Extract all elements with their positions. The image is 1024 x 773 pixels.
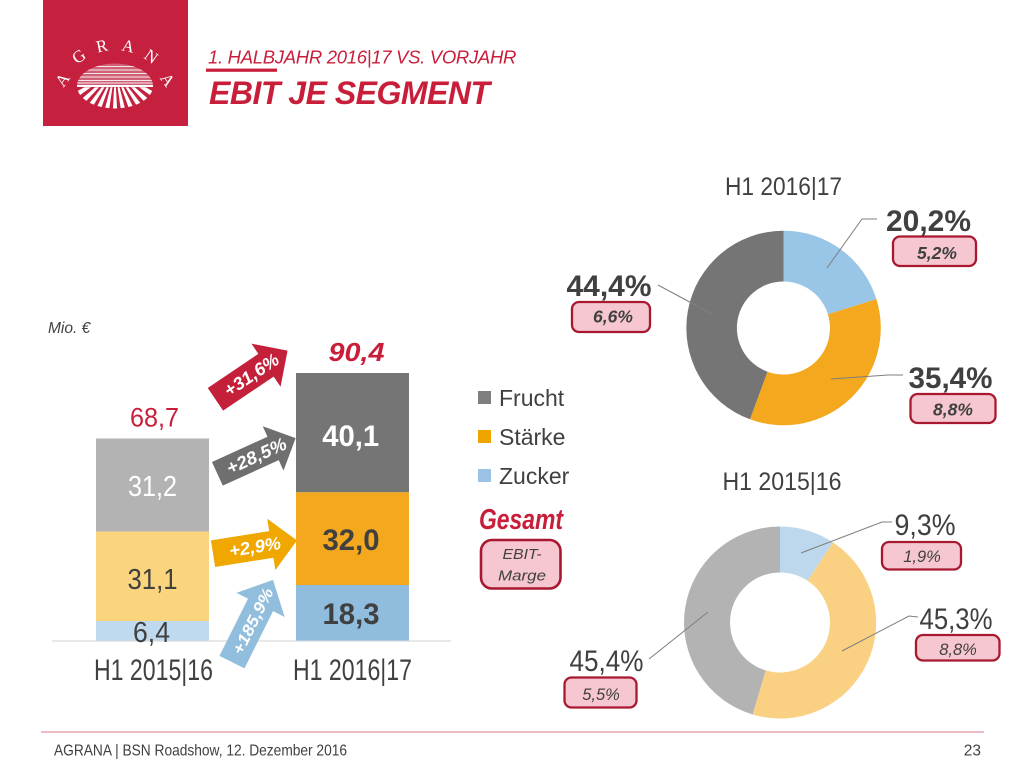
svg-text:9,3%: 9,3% — [895, 509, 956, 542]
svg-text:32,0: 32,0 — [323, 524, 380, 557]
svg-text:31,1: 31,1 — [128, 564, 178, 596]
svg-text:68,7: 68,7 — [130, 403, 179, 433]
svg-text:AGRANA | BSN Roadshow, 12. Dez: AGRANA | BSN Roadshow, 12. Dezember 2016 — [54, 743, 347, 760]
svg-text:1. HALBJAHR 2016|17 VS. VORJAH: 1. HALBJAHR 2016|17 VS. VORJAHR — [208, 47, 516, 68]
svg-text:20,2%: 20,2% — [886, 205, 971, 238]
svg-text:18,3: 18,3 — [323, 598, 380, 631]
svg-text:H1 2015|16: H1 2015|16 — [94, 654, 213, 687]
svg-text:90,4: 90,4 — [329, 337, 386, 367]
svg-text:H1 2016|17: H1 2016|17 — [293, 654, 412, 687]
svg-text:5,5%: 5,5% — [582, 686, 620, 704]
svg-text:31,2: 31,2 — [128, 471, 177, 503]
svg-text:Frucht: Frucht — [499, 385, 565, 411]
svg-text:A: A — [120, 36, 137, 57]
svg-text:5,2%: 5,2% — [917, 243, 957, 263]
svg-text:44,4%: 44,4% — [567, 270, 652, 303]
svg-text:Zucker: Zucker — [499, 463, 570, 489]
svg-text:EBIT-: EBIT- — [503, 546, 542, 563]
svg-text:8,8%: 8,8% — [939, 641, 977, 659]
svg-text:H1 2016|17: H1 2016|17 — [725, 173, 842, 201]
svg-text:1,9%: 1,9% — [903, 548, 941, 566]
svg-text:Stärke: Stärke — [499, 424, 565, 450]
svg-text:Gesamt: Gesamt — [479, 504, 564, 536]
svg-text:45,4%: 45,4% — [570, 645, 644, 678]
svg-text:Marge: Marge — [498, 568, 546, 585]
svg-text:H1 2015|16: H1 2015|16 — [723, 468, 842, 496]
svg-text:23: 23 — [964, 743, 981, 760]
svg-text:6,4: 6,4 — [133, 617, 170, 649]
svg-text:40,1: 40,1 — [322, 420, 379, 453]
svg-text:35,4%: 35,4% — [909, 362, 993, 395]
svg-text:6,6%: 6,6% — [593, 307, 633, 327]
svg-text:EBIT JE SEGMENT: EBIT JE SEGMENT — [209, 75, 493, 111]
svg-text:R: R — [94, 36, 110, 57]
svg-text:Mio. €: Mio. € — [48, 320, 92, 337]
svg-text:45,3%: 45,3% — [920, 603, 993, 636]
svg-text:8,8%: 8,8% — [933, 400, 973, 420]
